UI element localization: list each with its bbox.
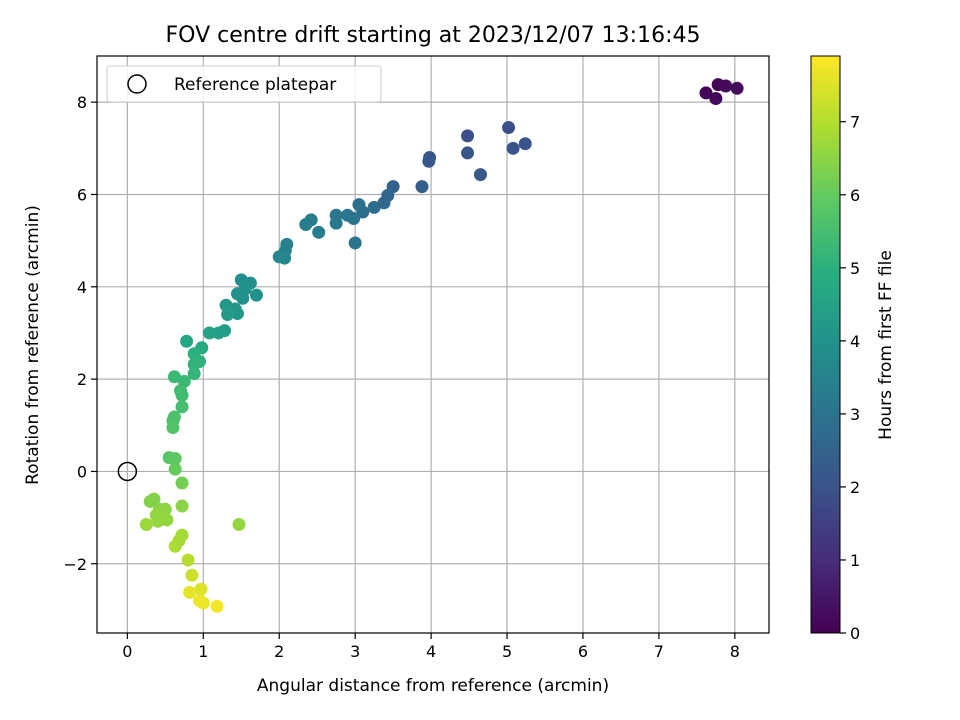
data-point	[518, 137, 532, 151]
x-axis-ticks: 0 1 2 3 4 5 6 7 8	[122, 633, 740, 661]
x-tick-label: 8	[730, 642, 740, 661]
y-tick-label: 8	[77, 93, 87, 112]
data-point	[210, 599, 224, 613]
y-axis-ticks: −2 0 2 4 6 8	[63, 93, 97, 574]
x-tick-label: 6	[578, 642, 588, 661]
y-tick-label: 0	[77, 462, 87, 481]
data-point	[175, 388, 189, 402]
data-point	[167, 370, 181, 384]
data-point	[196, 596, 210, 610]
data-point	[211, 326, 225, 340]
data-point	[202, 326, 216, 340]
colorbar-tick-label: 0	[850, 624, 860, 643]
data-point	[181, 553, 195, 567]
colorbar-ticks: 0 1 2 3 4 5 6 7	[840, 113, 860, 643]
data-point	[719, 79, 733, 93]
data-point	[168, 539, 182, 553]
data-point	[461, 146, 475, 160]
data-point	[236, 291, 250, 305]
data-point	[730, 81, 744, 95]
x-tick-label: 7	[654, 642, 664, 661]
chart-title: FOV centre drift starting at 2023/12/07 …	[166, 23, 701, 48]
data-point	[180, 334, 194, 348]
data-point	[232, 518, 246, 532]
colorbar-tick-label: 7	[850, 113, 860, 132]
data-point	[187, 367, 201, 381]
data-point	[699, 86, 713, 100]
x-axis-label: Angular distance from reference (arcmin)	[257, 676, 609, 696]
x-tick-label: 4	[426, 642, 436, 661]
data-point	[506, 141, 520, 155]
x-tick-label: 5	[502, 642, 512, 661]
data-point	[249, 288, 263, 302]
reference-platepar-marker	[117, 461, 138, 482]
data-point	[502, 121, 516, 135]
data-point	[341, 208, 355, 222]
y-tick-label: −2	[63, 555, 87, 574]
data-point	[185, 568, 199, 582]
data-point	[175, 400, 189, 414]
y-axis-label: Rotation from reference (arcmin)	[23, 205, 43, 485]
data-point	[168, 462, 182, 476]
x-tick-label: 2	[274, 642, 284, 661]
colorbar-tick-label: 5	[850, 259, 860, 278]
x-tick-label: 0	[122, 642, 132, 661]
data-point	[139, 518, 153, 532]
colorbar-tick-label: 1	[850, 551, 860, 570]
data-point	[352, 198, 366, 212]
colorbar-label: Hours from first FF file	[876, 250, 896, 440]
data-point	[461, 129, 475, 143]
data-point	[151, 514, 165, 528]
colorbar	[810, 55, 841, 634]
data-point	[299, 217, 313, 231]
data-point	[230, 307, 244, 321]
x-tick-label: 3	[350, 642, 360, 661]
legend: Reference platepar	[106, 65, 382, 103]
data-point	[194, 582, 208, 596]
data-point	[377, 196, 391, 210]
data-point	[348, 236, 362, 250]
data-point	[415, 180, 429, 194]
data-point	[367, 200, 381, 214]
scatter-points	[139, 78, 744, 613]
data-point	[143, 494, 157, 508]
data-point	[422, 154, 436, 168]
data-point	[175, 476, 189, 490]
plot-frame	[96, 55, 770, 634]
colorbar-tick-label: 6	[850, 186, 860, 205]
data-point	[187, 357, 201, 371]
colorbar-tick-label: 3	[850, 405, 860, 424]
data-point	[312, 225, 326, 239]
data-point	[221, 307, 235, 321]
data-point	[709, 91, 723, 105]
y-tick-label: 2	[77, 370, 87, 389]
colorbar-tick-label: 4	[850, 332, 860, 351]
data-point	[278, 251, 292, 265]
y-tick-label: 4	[77, 278, 87, 297]
y-tick-label: 6	[77, 185, 87, 204]
colorbar-tick-label: 2	[850, 478, 860, 497]
data-point	[168, 452, 182, 466]
legend-box	[106, 65, 382, 103]
data-point	[183, 585, 197, 599]
legend-reference-marker	[127, 74, 147, 94]
data-point	[473, 168, 487, 182]
grid-lines	[97, 56, 769, 633]
data-point	[175, 499, 189, 513]
data-point	[166, 421, 180, 435]
legend-entry-label: Reference platepar	[174, 75, 336, 95]
data-point	[329, 216, 343, 230]
x-tick-label: 1	[198, 642, 208, 661]
